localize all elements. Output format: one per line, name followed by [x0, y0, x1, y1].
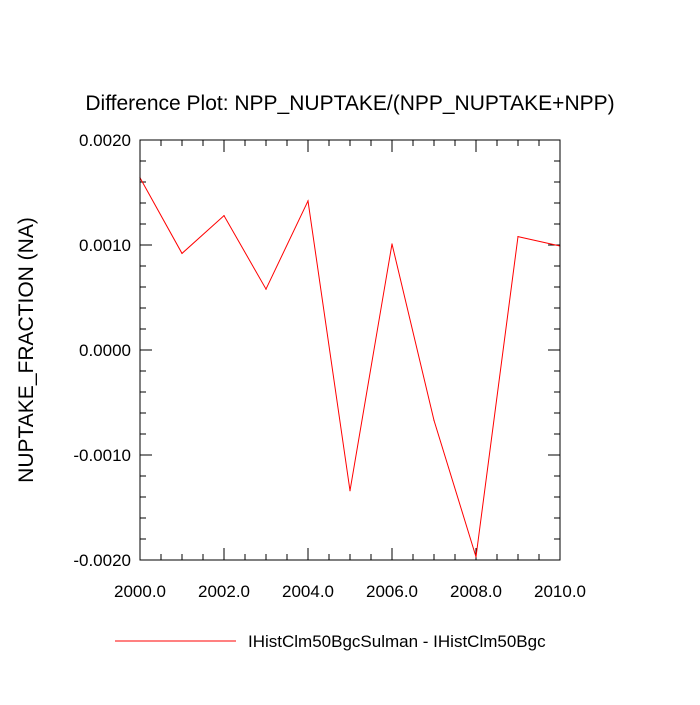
- data-point: [433, 419, 435, 421]
- y-axis-label: NUPTAKE_FRACTION (NA): [15, 217, 38, 483]
- data-point: [181, 252, 183, 254]
- y-tick-label: -0.0020: [73, 551, 131, 570]
- data-point: [307, 200, 309, 202]
- y-tick-label: -0.0010: [73, 446, 131, 465]
- plot-frame: [139, 139, 561, 561]
- series-lines: [139, 177, 561, 558]
- data-point: [223, 215, 225, 217]
- x-tick-label: 2010.0: [534, 582, 586, 601]
- legend: IHistClm50BgcSulman - IHistClm50Bgc: [115, 632, 546, 651]
- data-point: [265, 288, 267, 290]
- x-tick-label: 2006.0: [366, 582, 418, 601]
- y-tick-label: 0.0000: [79, 341, 131, 360]
- data-point: [391, 243, 393, 245]
- data-point: [517, 236, 519, 238]
- chart-title: Difference Plot: NPP_NUPTAKE/(NPP_NUPTAK…: [85, 92, 614, 115]
- x-tick-label: 2008.0: [450, 582, 502, 601]
- x-tick-label: 2000.0: [114, 582, 166, 601]
- data-point: [475, 556, 477, 558]
- y-tick-label: 0.0010: [79, 236, 131, 255]
- y-tick-label: 0.0020: [79, 131, 131, 150]
- x-tick-label: 2004.0: [282, 582, 334, 601]
- tick-labels: 2000.0 2002.0 2004.0 2006.0 2008.0 2010.0 0.00…: [73, 131, 586, 601]
- legend-label: IHistClm50BgcSulman - IHistClm50Bgc: [248, 632, 546, 651]
- x-tick-label: 2002.0: [198, 582, 250, 601]
- data-point: [349, 490, 351, 492]
- series-line-0: [139, 177, 561, 557]
- axis-ticks: [139, 139, 561, 561]
